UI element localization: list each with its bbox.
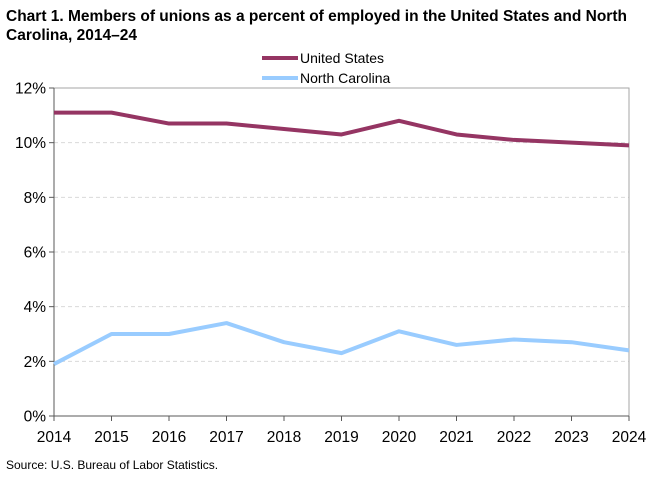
x-tick-label: 2023 <box>554 429 588 446</box>
y-tick-label: 10% <box>15 135 46 152</box>
x-tick-label: 2024 <box>612 429 647 446</box>
y-tick-label: 4% <box>24 299 47 316</box>
x-tick-label: 2019 <box>324 429 358 446</box>
y-tick-label: 2% <box>24 354 47 371</box>
legend-label: United States <box>300 50 384 66</box>
x-tick-label: 2015 <box>94 429 128 446</box>
x-tick-label: 2017 <box>209 429 243 446</box>
series-lines <box>53 110 630 366</box>
series-line-united-states <box>54 110 630 148</box>
series-line-north-carolina <box>53 321 630 366</box>
gridlines <box>54 142 629 362</box>
x-tick-label: 2022 <box>497 429 531 446</box>
source-note: Source: U.S. Bureau of Labor Statistics. <box>6 458 219 472</box>
y-tick-label: 8% <box>24 190 47 207</box>
x-tick-label: 2021 <box>439 429 473 446</box>
x-tick-label: 2016 <box>152 429 186 446</box>
y-tick-label: 12% <box>15 81 46 98</box>
x-tick-label: 2014 <box>37 429 72 446</box>
legend-label: North Carolina <box>300 70 390 86</box>
legend: United States North Carolina <box>262 50 390 86</box>
x-tick-label: 2018 <box>267 429 301 446</box>
x-tick-label: 2020 <box>382 429 417 446</box>
y-tick-label: 6% <box>24 245 47 262</box>
chart-title: Chart 1. Members of unions as a percent … <box>6 8 627 44</box>
y-axis-ticks: 0% 2% 4% 6% 8% 10% 12% <box>15 81 54 426</box>
y-tick-label: 0% <box>24 409 47 426</box>
x-axis-ticks: 2014 2015 2016 2017 2018 2019 2020 2021 2022 2023… <box>37 416 647 446</box>
